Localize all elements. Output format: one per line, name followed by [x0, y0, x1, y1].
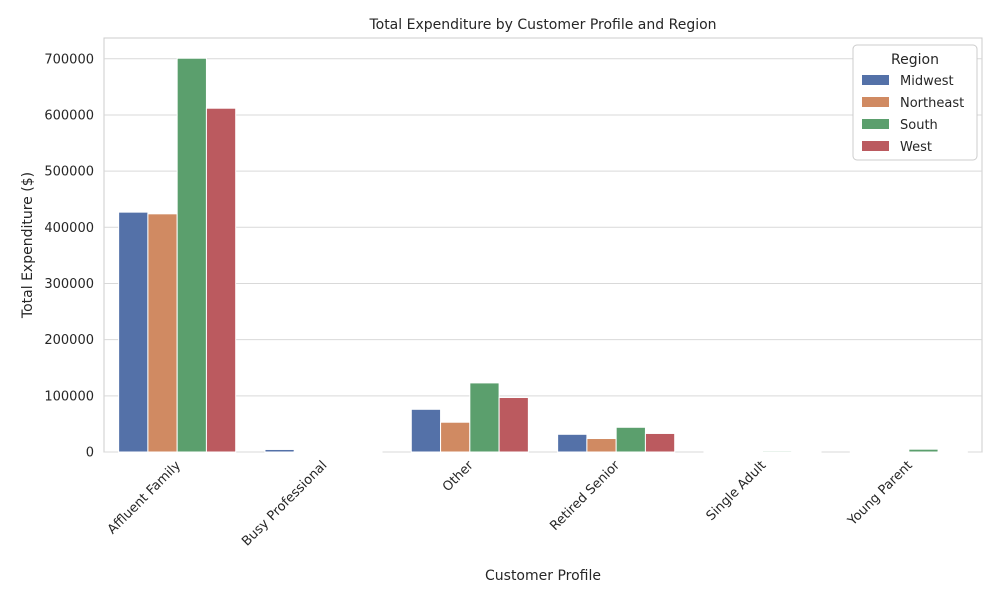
legend-items: Midwest Northeast South West — [862, 74, 964, 155]
y-axis-label: Total Expenditure ($) — [20, 172, 36, 319]
bar-west-5 — [937, 450, 968, 453]
x-tick-label: Affluent Family — [105, 458, 184, 537]
y-tick-label: 100000 — [44, 389, 94, 404]
legend-swatch — [862, 141, 889, 151]
y-tick-label: 400000 — [44, 221, 94, 236]
grid — [104, 58, 982, 453]
x-tick-label: Retired Senior — [547, 458, 623, 534]
bar-south-5 — [908, 448, 939, 453]
bar-midwest-0 — [118, 211, 149, 453]
y-tick-label: 600000 — [44, 108, 94, 123]
legend-swatch — [862, 97, 889, 107]
legend-label: West — [900, 140, 932, 155]
bar-midwest-5 — [849, 450, 881, 453]
bar-south-0 — [176, 57, 207, 453]
x-tick-label: Other — [440, 458, 477, 495]
legend-title: Region — [891, 52, 939, 68]
legend-swatch — [862, 75, 889, 85]
bar-south-3 — [615, 426, 646, 453]
bar-northeast-3 — [586, 438, 617, 453]
y-tick-labels: 0 100000 200000 300000 400000 500000 600000 700… — [44, 52, 94, 460]
bar-midwest-4 — [703, 450, 734, 453]
bar-west-3 — [644, 432, 676, 453]
bars — [118, 57, 968, 453]
y-tick-label: 700000 — [44, 52, 94, 67]
legend: Region Midwest Northeast South West — [852, 44, 978, 161]
legend-label: South — [900, 118, 938, 133]
bar-northeast-5 — [879, 450, 910, 453]
legend-swatch — [862, 119, 889, 129]
x-tick-label: Young Parent — [844, 458, 915, 529]
x-tick-labels: Affluent Family Busy Professional Other Ret… — [105, 458, 916, 550]
legend-label: Midwest — [900, 74, 954, 89]
bar-northeast-1 — [293, 450, 325, 453]
bar-west-2 — [498, 397, 529, 453]
y-tick-label: 200000 — [44, 333, 94, 348]
bar-south-2 — [469, 382, 500, 453]
x-tick-label: Busy Professional — [239, 458, 330, 549]
bar-midwest-3 — [557, 433, 588, 453]
legend-label: Northeast — [900, 96, 964, 111]
x-tick-label: Single Adult — [704, 458, 770, 524]
y-tick-label: 300000 — [44, 277, 94, 292]
x-axis-label: Customer Profile — [485, 568, 601, 584]
bar-south-4 — [762, 450, 793, 453]
bar-northeast-2 — [440, 421, 471, 453]
bar-midwest-2 — [410, 408, 442, 453]
bar-midwest-1 — [264, 448, 295, 453]
legend-box — [852, 44, 978, 161]
bar-west-4 — [791, 450, 822, 453]
plot-area — [103, 37, 983, 453]
y-tick-label: 500000 — [44, 165, 94, 180]
bar-west-0 — [205, 107, 237, 453]
y-tick-label: 0 — [86, 446, 94, 461]
bar-south-1 — [323, 450, 354, 453]
bar-northeast-0 — [147, 213, 178, 453]
bar-northeast-4 — [732, 450, 764, 453]
chart-title: Total Expenditure by Customer Profile an… — [368, 17, 716, 33]
